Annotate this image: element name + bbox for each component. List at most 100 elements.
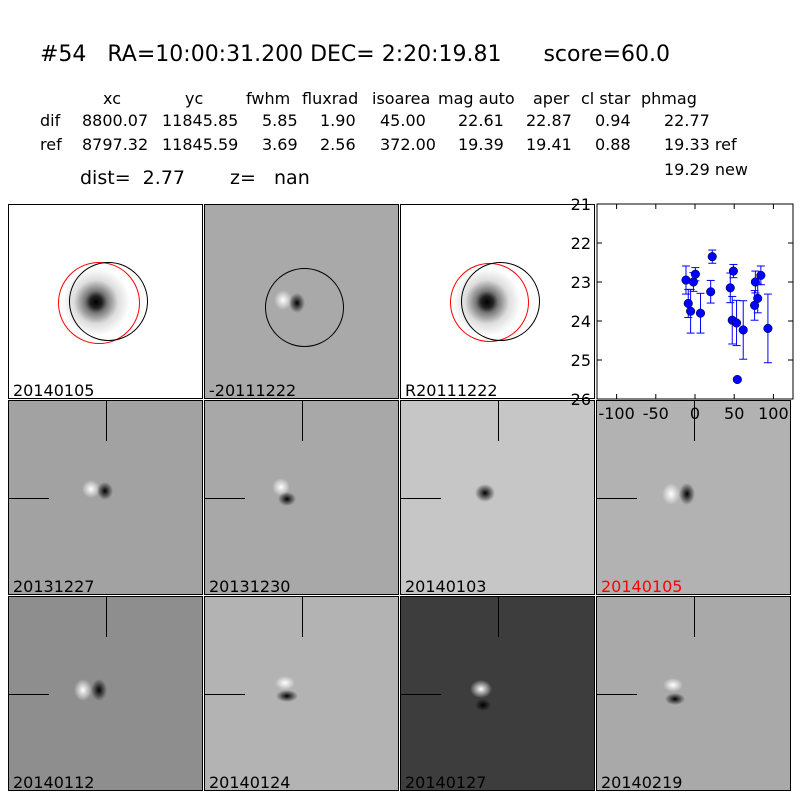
image-stamp[interactable]: 20140112 [8,596,203,791]
stamp-date-label: 20140103 [405,577,487,595]
crosshair-tick [498,597,499,637]
stamp-date-label: 20140219 [601,773,683,791]
image-stamp[interactable]: 20140124 [204,596,399,791]
x-tick-label: 100 [758,404,789,423]
row-label: ref [40,135,62,154]
table-cell: 8797.32 [82,135,149,154]
table-cell: 19.41 [526,135,572,154]
x-tick-label: 0 [690,404,700,423]
crosshair-tick [302,597,303,637]
table-cell: 11845.85 [162,111,239,130]
stamp-date-label: 20140105 [601,577,683,595]
data-point [695,308,706,318]
crosshair-tick [694,401,695,441]
table-cell: 5.85 [262,111,298,130]
data-point [753,293,763,303]
col-header: cl star [581,89,631,108]
data-point [707,252,717,262]
table-cell: 19.33 ref [664,135,737,154]
image-stamp[interactable]: -20111222 [204,204,399,399]
image-stamp[interactable]: 20140105 [8,204,203,399]
table-cell: 2.56 [320,135,356,154]
crosshair-tick [597,694,637,695]
table-cell: 22.61 [458,111,504,130]
col-header: yc [185,89,204,108]
figure-title: #54 RA=10:00:31.200 DEC= 2:20:19.81 scor… [40,42,670,67]
table-cell: 0.94 [595,111,631,130]
plot-area [596,203,794,400]
dist-value: dist= 2.77 [80,167,185,189]
y-tick-label: 22 [571,234,591,253]
col-header: mag auto [438,89,515,108]
table-cell: 3.69 [262,135,298,154]
phmag-new: 19.29 new [664,160,748,179]
y-tick-label: 25 [571,351,591,370]
image-stamp[interactable]: 20131230 [204,400,399,595]
y-tick-label: 23 [571,273,591,292]
data-point [681,275,691,285]
table-cell: 45.00 [380,111,426,130]
data-point [763,323,773,333]
aperture-circle [265,268,344,347]
col-header: phmag [641,89,697,108]
y-tick-label: 26 [571,390,591,409]
image-stamp[interactable]: R20111222 [400,204,595,399]
data-point [690,269,700,279]
image-stamp[interactable]: 20140219 [596,596,791,791]
aperture-circle [461,262,540,341]
row-label: dif [40,111,61,130]
image-stamp[interactable]: 20131227 [8,400,203,595]
crosshair-tick [106,401,107,441]
table-cell: 1.90 [320,111,356,130]
image-stamp[interactable]: 20140127 [400,596,595,791]
col-header: xc [103,89,121,108]
crosshair-tick [205,498,245,499]
aperture-circle [69,262,148,341]
crosshair-tick [401,694,441,695]
stamp-date-label: 20140112 [13,773,95,791]
x-tick-label: -50 [643,404,669,423]
stamp-date-label: 20131227 [13,577,95,595]
table-cell: 22.87 [526,111,572,130]
stamp-date-label: R20111222 [405,381,498,399]
x-tick-label: -100 [598,404,634,423]
crosshair-tick [302,401,303,441]
image-stamp[interactable]: 20140105 [596,400,791,595]
y-tick-label: 21 [571,195,591,214]
data-point [706,287,716,297]
col-header: isoarea [372,89,431,108]
stamp-date-label: -20111222 [209,381,297,399]
table-cell: 0.88 [595,135,631,154]
z-value: z= nan [230,167,310,189]
stamp-date-label: 20131230 [209,577,291,595]
crosshair-tick [9,498,49,499]
stamp-date-label: 20140105 [13,381,95,399]
data-point [728,266,738,276]
data-point [738,325,748,335]
y-tick-label: 24 [571,312,591,331]
data-point [686,306,696,316]
col-header: aper [533,89,570,108]
data-point [683,298,693,309]
crosshair-tick [694,597,695,637]
data-point [732,374,742,385]
crosshair-tick [498,401,499,441]
table-cell: 372.00 [380,135,436,154]
crosshair-tick [9,694,49,695]
image-stamp[interactable]: 20140103 [400,400,595,595]
data-point [732,318,742,328]
table-cell: 19.39 [458,135,504,154]
x-tick-label: 50 [724,404,744,423]
crosshair-tick [106,597,107,637]
stamp-date-label: 20140127 [405,773,487,791]
crosshair-tick [401,498,441,499]
data-point [688,277,698,287]
crosshair-tick [205,694,245,695]
col-header: fwhm [246,89,291,108]
table-cell: 11845.59 [162,135,239,154]
data-point [756,270,766,280]
stamp-date-label: 20140124 [209,773,291,791]
table-cell: 22.77 [664,111,710,130]
data-point [725,283,735,293]
